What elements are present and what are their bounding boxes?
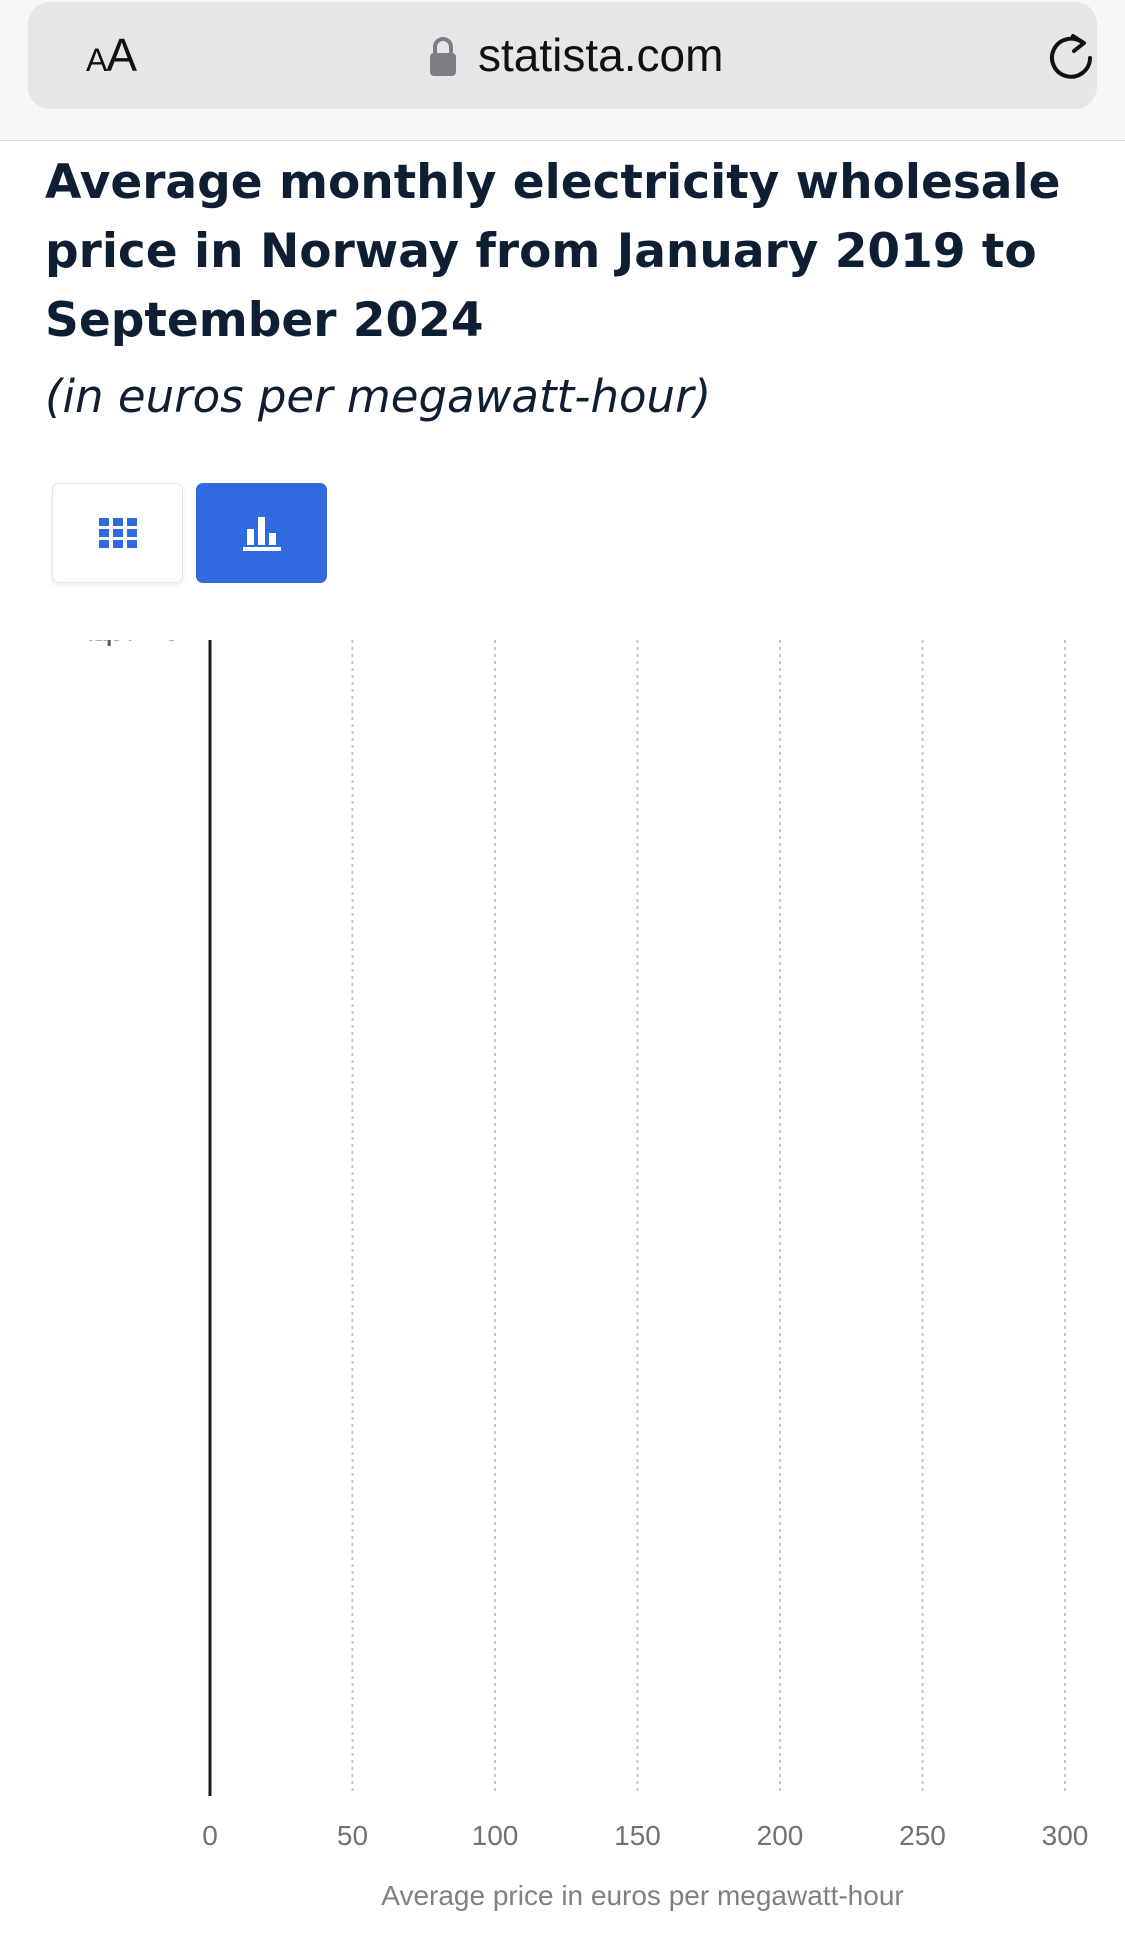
y-tick-label: Jul '21 <box>94 640 180 647</box>
y-tick-label: Apr '19 <box>86 640 180 647</box>
y-tick-label: Jul '24 <box>94 640 180 647</box>
y-tick-label: Apr '23 <box>86 640 180 647</box>
bar-chart: Jan '19Apr '19Jul '19Oct '19Jan '20Apr '… <box>84 640 1088 1911</box>
table-view-button[interactable] <box>52 483 183 583</box>
grid-icon <box>98 518 137 548</box>
y-tick-label: Jan '23 <box>84 640 180 647</box>
chart-title: Average monthly electricity wholesale pr… <box>45 155 1061 348</box>
y-tick-label: Jul '20 <box>94 640 180 647</box>
url-text[interactable]: statista.com <box>478 29 724 81</box>
browser-toolbar: AA statista.com <box>0 0 1125 141</box>
y-tick-label: Oct '22 <box>86 640 180 647</box>
y-tick-label: Jul '22 <box>94 640 180 647</box>
x-tick-labels: 0 50 100 150 200 250 300 <box>202 1820 1088 1851</box>
y-tick-label: Jan '19 <box>84 640 180 647</box>
y-tick-label: Apr '24 <box>86 640 180 647</box>
x-tick-label: 200 <box>757 1820 804 1851</box>
x-tick-label: 100 <box>472 1820 519 1851</box>
x-tick-label: 300 <box>1042 1820 1089 1851</box>
reload-icon[interactable] <box>1043 30 1099 86</box>
y-tick-label: Jan '20 <box>84 640 180 647</box>
address-bar[interactable]: AA statista.com <box>28 2 1097 109</box>
y-tick-label: Oct '19 <box>86 640 180 647</box>
y-tick-label: Apr '20 <box>86 640 180 647</box>
x-tick-label: 50 <box>337 1820 368 1851</box>
y-tick-labels: Jan '19Apr '19Jul '19Oct '19Jan '20Apr '… <box>84 640 180 647</box>
y-tick-label: Jul '19 <box>94 640 180 647</box>
lock-icon <box>430 37 456 76</box>
y-tick-label: Oct '20 <box>86 640 180 647</box>
x-tick-label: 150 <box>614 1820 661 1851</box>
x-axis-title: Average price in euros per megawatt-hour <box>381 1880 903 1911</box>
chart-view-button[interactable] <box>196 483 327 583</box>
y-tick-label: Jul '23 <box>94 640 180 647</box>
y-tick-label: Oct '23 <box>86 640 180 647</box>
y-tick-label: Oct '21 <box>86 640 180 647</box>
y-tick-label: Apr '21 <box>86 640 180 647</box>
y-tick-label: Apr '22 <box>86 640 180 647</box>
y-tick-label: Jan '24 <box>84 640 180 647</box>
y-tick-label: Jan '22 <box>84 640 180 647</box>
text-size-button[interactable]: AA <box>86 29 137 81</box>
y-tick-label: Jan '21 <box>84 640 180 647</box>
chart-subtitle: (in euros per megawatt-hour) <box>45 370 712 423</box>
x-tick-label: 250 <box>899 1820 946 1851</box>
gridlines <box>351 640 1066 1792</box>
bar-chart-icon <box>242 517 281 551</box>
x-tick-label: 0 <box>202 1820 218 1851</box>
